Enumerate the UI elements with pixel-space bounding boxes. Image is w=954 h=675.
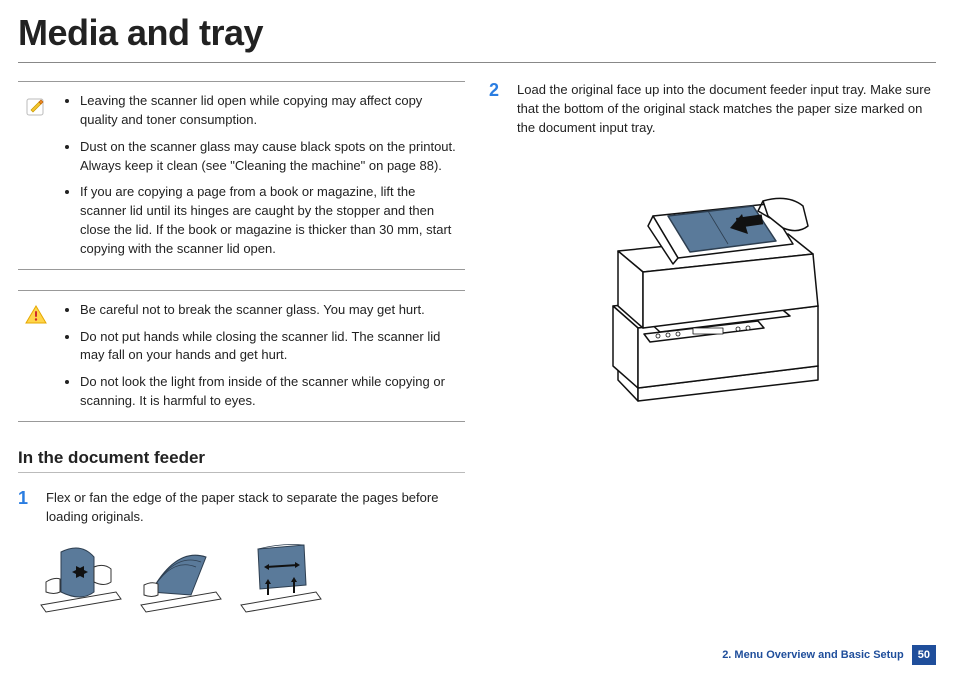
step-text: Load the original face up into the docum… [517,81,936,138]
paper-figures-row [18,537,465,622]
manual-page: Media and tray Leaving the scanner lid o… [0,0,954,675]
warning-item: Do not look the light from inside of the… [80,373,459,411]
right-column: 2 Load the original face up into the doc… [489,81,936,622]
step-number: 1 [18,489,36,527]
note-callout: Leaving the scanner lid open while copyi… [18,81,465,270]
flex-paper-figure [36,537,126,622]
step-2: 2 Load the original face up into the doc… [489,81,936,138]
note-item: If you are copying a page from a book or… [80,183,459,258]
tap-paper-figure [236,537,326,622]
warning-item: Be careful not to break the scanner glas… [80,301,459,320]
page-title: Media and tray [18,12,936,54]
two-column-layout: Leaving the scanner lid open while copyi… [18,81,936,622]
note-item: Leaving the scanner lid open while copyi… [80,92,459,130]
note-list: Leaving the scanner lid open while copyi… [62,92,459,259]
note-pencil-icon [22,92,50,259]
note-item: Dust on the scanner glass may cause blac… [80,138,459,176]
printer-load-figure [489,156,936,416]
title-rule [18,62,936,63]
warning-triangle-icon [22,301,50,411]
warning-list: Be careful not to break the scanner glas… [62,301,459,411]
warning-callout: Be careful not to break the scanner glas… [18,290,465,422]
step-text: Flex or fan the edge of the paper stack … [46,489,465,527]
section-heading: In the document feeder [18,448,465,468]
left-column: Leaving the scanner lid open while copyi… [18,81,465,622]
page-footer: 2. Menu Overview and Basic Setup 50 [722,645,936,665]
step-1: 1 Flex or fan the edge of the paper stac… [18,489,465,527]
warning-item: Do not put hands while closing the scann… [80,328,459,366]
section-rule [18,472,465,473]
step-number: 2 [489,81,507,138]
page-number-badge: 50 [912,645,936,665]
footer-chapter: 2. Menu Overview and Basic Setup [722,649,904,661]
fan-paper-figure [136,537,226,622]
